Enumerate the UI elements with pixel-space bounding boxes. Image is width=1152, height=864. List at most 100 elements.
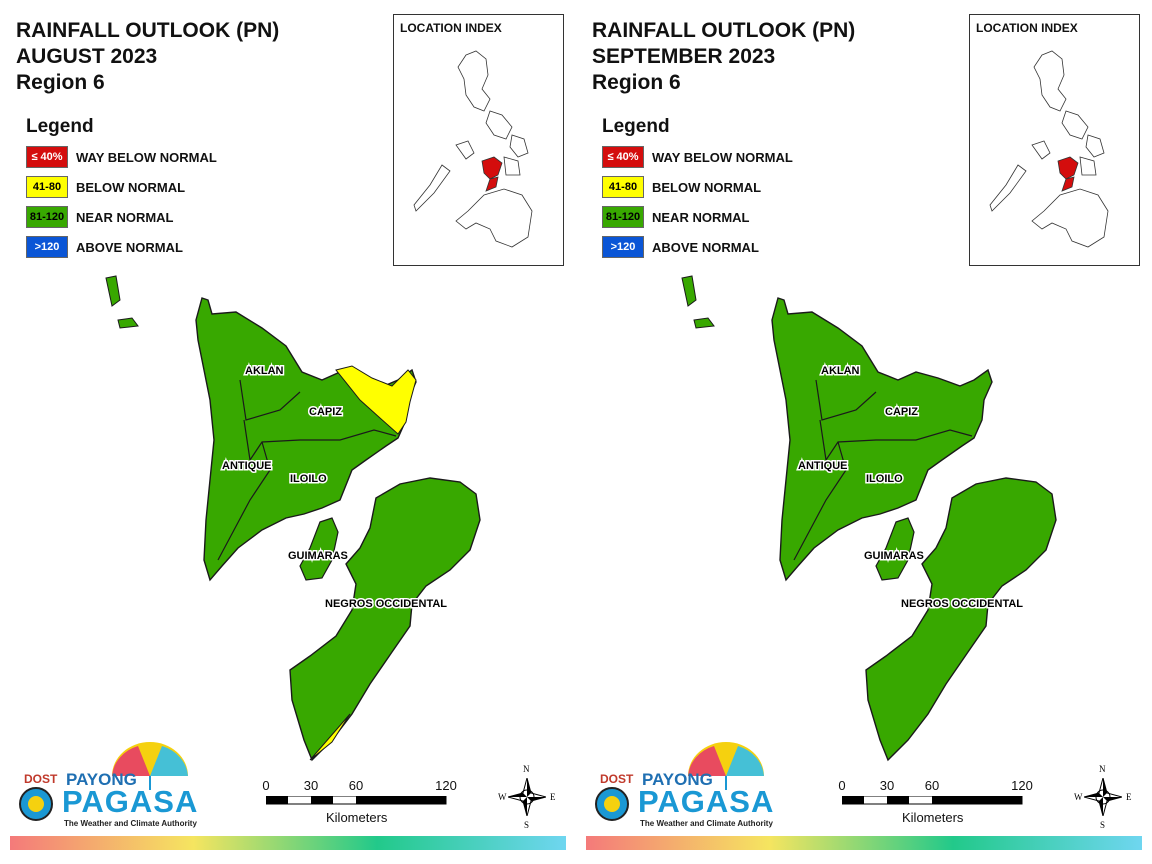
compass-n: N (1099, 764, 1106, 774)
location-index-inset: LOCATION INDEX (969, 14, 1140, 266)
north-arrow: N W E S (496, 764, 556, 830)
location-index-title: LOCATION INDEX (400, 21, 502, 35)
legend-title: Legend (602, 116, 670, 137)
title-line-3: Region 6 (16, 71, 105, 94)
legend-label-way-below: WAY BELOW NORMAL (76, 150, 217, 165)
pagasa-logo: DOST PAYONG PAGASA The Weather and Clima… (16, 740, 199, 832)
guimaras-island (299, 517, 339, 581)
label-capiz: CAPIZ (885, 406, 918, 418)
label-iloilo: ILOILO (290, 473, 327, 485)
legend-swatch-near: 81-120 (602, 206, 644, 228)
title-line-1: RAINFALL OUTLOOK (PN) (592, 19, 856, 42)
title-line-2: AUGUST 2023 (16, 45, 158, 68)
region-6-map: AKLAN CAPIZ ANTIQUE ILOILO GUIMARAS NEGR… (105, 275, 481, 762)
scale-units: Kilometers (902, 810, 964, 825)
legend: Legend ≤ 40% WAY BELOW NORMAL 41-80 BELO… (26, 116, 217, 266)
scale-tick-30: 30 (879, 778, 895, 793)
scale-tick-0: 0 (262, 778, 270, 793)
outlook-panel-september: RAINFALL OUTLOOK (PN) SEPTEMBER 2023 Reg… (576, 0, 1152, 864)
label-guimaras: GUIMARAS (864, 550, 924, 562)
compass-rose-icon (508, 778, 546, 816)
scale-tick-120: 120 (435, 778, 457, 793)
legend-row-way-below: ≤ 40% WAY BELOW NORMAL (602, 146, 793, 176)
legend-row-above: >120 ABOVE NORMAL (26, 236, 183, 266)
legend: Legend ≤ 40% WAY BELOW NORMAL 41-80 BELO… (602, 116, 793, 266)
compass-n: N (523, 764, 530, 774)
logo-pagasa-text: PAGASA (62, 784, 199, 819)
province-boundaries (217, 379, 397, 561)
legend-swatch-way-below: ≤ 40% (26, 146, 68, 168)
logo-pagasa-text: PAGASA (638, 784, 775, 819)
logo-payong-text: PAYONG (66, 770, 137, 789)
label-antique: ANTIQUE (222, 460, 272, 472)
legend-row-near: 81-120 NEAR NORMAL (26, 206, 174, 236)
philippines-inset-map (989, 50, 1109, 248)
label-aklan: AKLAN (821, 365, 860, 377)
label-guimaras: GUIMARAS (288, 550, 348, 562)
label-aklan: AKLAN (245, 365, 284, 377)
scale-tick-120: 120 (1011, 778, 1033, 793)
umbrella-icon (688, 742, 764, 790)
label-negros-occidental: NEGROS OCCIDENTAL (325, 598, 447, 610)
title-line-1: RAINFALL OUTLOOK (PN) (16, 19, 280, 42)
scale-tick-60: 60 (348, 778, 364, 793)
logo-tagline: The Weather and Climate Authority (640, 819, 773, 828)
scale-bar: 0 30 60 120 Kilometers (262, 778, 466, 838)
scale-bar: 0 30 60 120 Kilometers (838, 778, 1042, 838)
color-gradient-strip (10, 836, 566, 850)
legend-swatch-way-below: ≤ 40% (602, 146, 644, 168)
scale-units: Kilometers (326, 810, 388, 825)
umbrella-icon (112, 742, 188, 790)
color-gradient-strip (586, 836, 1142, 850)
logo-tagline: The Weather and Climate Authority (64, 819, 197, 828)
below-normal-area-panay (335, 365, 417, 435)
map-title: RAINFALL OUTLOOK (PN) SEPTEMBER 2023 Reg… (592, 18, 855, 96)
legend-row-below: 41-80 BELOW NORMAL (602, 176, 761, 206)
legend-label-below: BELOW NORMAL (76, 180, 186, 195)
label-iloilo: ILOILO (866, 473, 903, 485)
label-negros-occidental: NEGROS OCCIDENTAL (901, 598, 1023, 610)
scale-bar-graphic (266, 796, 447, 805)
legend-label-near: NEAR NORMAL (652, 210, 750, 225)
legend-row-above: >120 ABOVE NORMAL (602, 236, 759, 266)
scale-tick-60: 60 (924, 778, 940, 793)
island-small (117, 317, 139, 329)
compass-e: E (550, 792, 556, 802)
legend-label-near: NEAR NORMAL (76, 210, 174, 225)
scale-bar-graphic (842, 796, 1023, 805)
legend-swatch-above: >120 (26, 236, 68, 258)
compass-rose-icon (1084, 778, 1122, 816)
guimaras-island (875, 517, 915, 581)
negros-occidental (289, 477, 481, 762)
legend-row-way-below: ≤ 40% WAY BELOW NORMAL (26, 146, 217, 176)
outlook-panel-august: RAINFALL OUTLOOK (PN) AUGUST 2023 Region… (10, 14, 566, 850)
region-6-map: AKLAN CAPIZ ANTIQUE ILOILO GUIMARAS NEGR… (681, 275, 1057, 762)
negros-occidental (865, 477, 1057, 762)
dost-seal-icon (19, 787, 53, 821)
compass-s: S (1100, 820, 1106, 830)
north-arrow: N W E S (1072, 764, 1132, 830)
below-normal-area-negros (309, 713, 351, 761)
legend-label-above: ABOVE NORMAL (652, 240, 759, 255)
panay-island (771, 297, 993, 582)
label-capiz: CAPIZ (309, 406, 342, 418)
panay-island (195, 297, 417, 582)
legend-label-way-below: WAY BELOW NORMAL (652, 150, 793, 165)
legend-label-above: ABOVE NORMAL (76, 240, 183, 255)
compass-w: W (498, 792, 507, 802)
logo-dost-text: DOST (24, 772, 58, 786)
island-small (693, 317, 715, 329)
logo-payong-text: PAYONG (642, 770, 713, 789)
scale-tick-0: 0 (838, 778, 846, 793)
title-line-2: SEPTEMBER 2023 (592, 45, 776, 68)
pagasa-logo: DOST PAYONG PAGASA The Weather and Clima… (592, 740, 775, 832)
legend-row-below: 41-80 BELOW NORMAL (26, 176, 185, 206)
location-index-title: LOCATION INDEX (976, 21, 1078, 35)
legend-row-near: 81-120 NEAR NORMAL (602, 206, 750, 236)
philippines-inset-map (413, 50, 533, 248)
legend-swatch-below: 41-80 (602, 176, 644, 198)
dost-seal-icon (595, 787, 629, 821)
legend-swatch-below: 41-80 (26, 176, 68, 198)
legend-swatch-above: >120 (602, 236, 644, 258)
legend-swatch-near: 81-120 (26, 206, 68, 228)
